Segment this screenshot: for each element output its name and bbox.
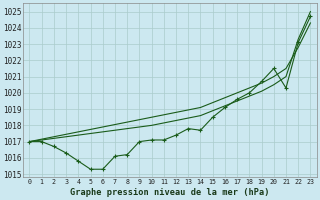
X-axis label: Graphe pression niveau de la mer (hPa): Graphe pression niveau de la mer (hPa) xyxy=(70,188,270,197)
